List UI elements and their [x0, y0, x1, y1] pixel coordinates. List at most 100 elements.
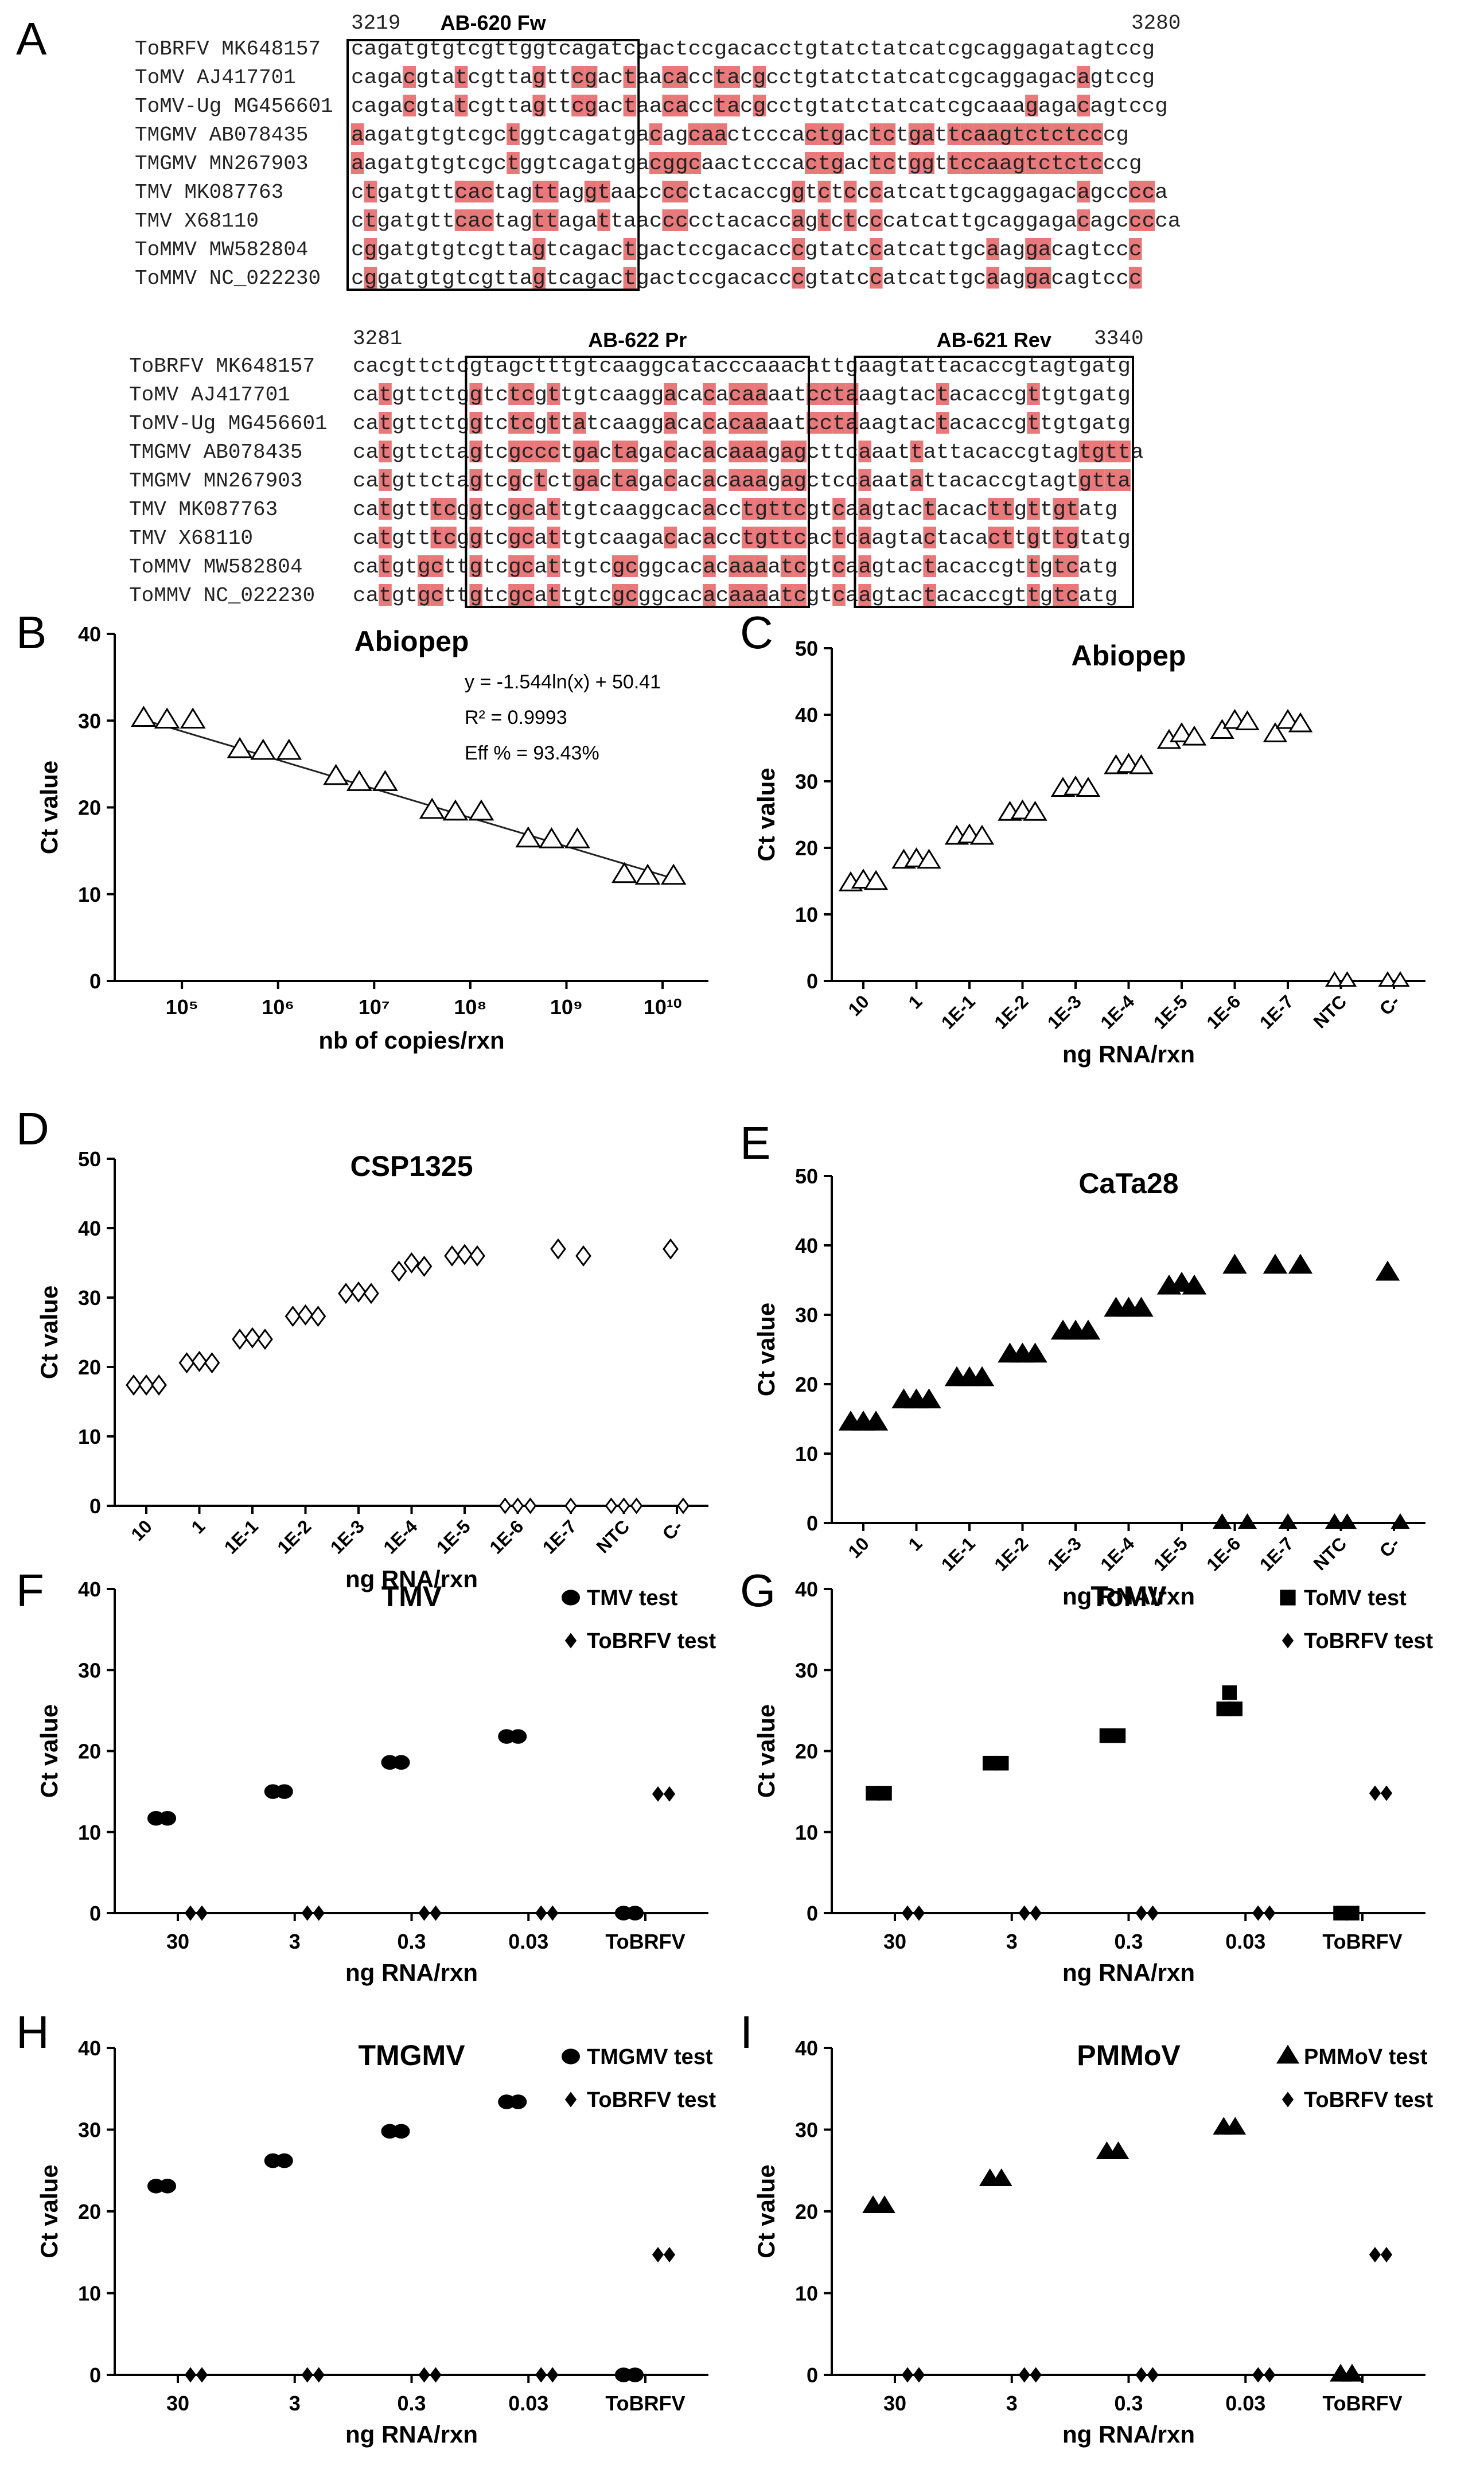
data-point [346, 770, 372, 791]
data-point [1023, 1342, 1047, 1363]
primer-box [854, 356, 1135, 608]
data-point [126, 1374, 142, 1396]
mismatch-highlight [623, 238, 637, 260]
legend-label: ToBRFV test [1304, 2088, 1434, 2112]
data-point [257, 1329, 273, 1350]
data-point [524, 1497, 537, 1514]
data-point [313, 2367, 325, 2383]
mismatch-highlight [547, 527, 560, 548]
y-tick-label: 0 [89, 969, 101, 993]
data-point [297, 1304, 314, 1326]
mismatch-highlight [742, 527, 755, 548]
mismatch-highlight [1025, 267, 1038, 289]
mismatch-highlight [379, 584, 392, 606]
mismatch-highlight [1090, 123, 1103, 145]
mismatch-highlight [729, 584, 742, 606]
data-point [444, 1245, 460, 1267]
mismatch-highlight [597, 209, 610, 231]
data-point [547, 1905, 559, 1921]
data-point [990, 2168, 1012, 2187]
mismatch-highlight [817, 123, 831, 145]
mismatch-highlight [649, 123, 663, 145]
x-tick-label: 1E-5 [1150, 1533, 1191, 1575]
mismatch-highlight [547, 555, 560, 577]
data-point [994, 1755, 1009, 1771]
data-point [863, 870, 889, 890]
regression-line [143, 719, 674, 879]
x-tick-label: 1E-6 [485, 1516, 527, 1557]
x-tick-label: 0.03 [1225, 2392, 1265, 2415]
mismatch-highlight [819, 383, 833, 405]
y-tick-label: 10 [78, 2282, 101, 2305]
mismatch-highlight [792, 181, 805, 202]
mismatch-highlight [819, 412, 833, 434]
mismatch-highlight [508, 441, 521, 462]
y-tick-label: 40 [795, 1234, 818, 1257]
mismatch-highlight [1077, 66, 1090, 88]
mismatch-highlight [780, 498, 794, 520]
mismatch-highlight [534, 469, 547, 491]
mismatch-highlight [729, 383, 742, 405]
mismatch-highlight [908, 123, 922, 145]
data-point [1222, 1685, 1237, 1700]
mismatch-highlight [1012, 123, 1026, 145]
mismatch-highlight [703, 383, 716, 405]
mismatch-highlight [1077, 181, 1090, 202]
data-point [159, 1810, 176, 1826]
y-axis-label: Ct value [36, 1286, 63, 1379]
data-point [419, 797, 445, 819]
sequence-name: TMGMV MN267903 [129, 469, 302, 493]
mismatch-highlight [547, 584, 560, 606]
x-axis-label: ng RNA/rxn [345, 2421, 478, 2448]
mismatch-highlight [430, 527, 444, 548]
mismatch-highlight [780, 527, 794, 548]
regression-annotation: Eff % = 93.43% [465, 742, 599, 764]
mismatch-highlight [1142, 181, 1155, 202]
y-tick-label: 20 [78, 2200, 101, 2223]
mismatch-highlight [870, 209, 883, 231]
sequence-string: catgttctggtctcgttgtcaaggacacacaaaatcctaa… [353, 383, 1131, 407]
mismatch-highlight [1025, 238, 1038, 260]
mismatch-highlight [754, 441, 768, 462]
mismatch-highlight [507, 123, 520, 145]
data-point [154, 707, 180, 729]
mismatch-highlight [843, 209, 857, 231]
panel-letter-C: C [740, 607, 773, 658]
mismatch-highlight [379, 527, 392, 548]
data-point [515, 826, 542, 848]
mismatch-highlight [623, 66, 637, 88]
data-point [430, 2367, 442, 2383]
data-point [1224, 2117, 1247, 2135]
x-tick-label: 1E-1 [220, 1516, 262, 1557]
x-tick-label: 1E-5 [1150, 991, 1191, 1033]
y-tick-label: 0 [807, 1902, 818, 1925]
mismatch-highlight [780, 441, 794, 462]
mismatch-highlight [1117, 469, 1131, 491]
y-tick-label: 10 [795, 2282, 818, 2305]
y-tick-label: 20 [795, 2200, 818, 2223]
mismatch-highlight [947, 123, 961, 145]
x-tick-label: 3 [289, 2392, 301, 2415]
data-point [509, 1729, 527, 1744]
mismatch-highlight [754, 498, 768, 520]
mismatch-highlight [675, 95, 688, 116]
data-point [1278, 1513, 1298, 1529]
mismatch-highlight [1025, 123, 1038, 145]
primer-label: AB-621 Rev [937, 328, 1051, 352]
mismatch-highlight [532, 181, 546, 202]
mismatch-highlight [793, 584, 807, 606]
sequence-string: catgtttcggtcgcattgtcaagacacacctgttcactca… [353, 527, 1131, 550]
data-point [232, 1329, 248, 1350]
data-point [1264, 2367, 1276, 2383]
data-point [1375, 1260, 1400, 1281]
primer-label: AB-622 Pr [588, 328, 687, 352]
mismatch-highlight [508, 555, 521, 577]
data-point [1169, 722, 1194, 742]
mismatch-highlight [832, 584, 846, 606]
data-point [301, 2367, 313, 2383]
mismatch-highlight [858, 584, 871, 606]
legend-label: ToBRFV test [587, 1629, 716, 1653]
mismatch-highlight [923, 555, 936, 577]
x-tick-label: 10⁸ [454, 995, 486, 1019]
mismatch-highlight [754, 555, 768, 577]
